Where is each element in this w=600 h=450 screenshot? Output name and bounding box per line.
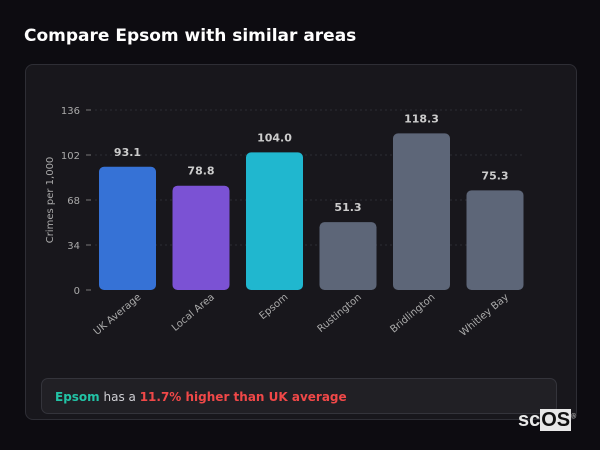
y-tick-label: 102	[61, 151, 80, 162]
bar-uk-average[interactable]	[99, 166, 156, 290]
bar-bridlington[interactable]	[393, 133, 450, 290]
x-tick-label: UK Average	[92, 292, 144, 338]
x-tick-label: Local Area	[170, 292, 217, 334]
comparison-summary: Epsom has a 11.7% higher than UK average	[41, 378, 557, 414]
summary-text: has a	[99, 390, 140, 404]
x-tick-label: Epsom	[258, 292, 291, 322]
y-tick-label: 68	[67, 196, 80, 207]
y-tick-label: 34	[67, 241, 80, 252]
bar-epsom[interactable]	[246, 152, 303, 290]
page-title: Compare Epsom with similar areas	[24, 26, 357, 46]
data-label: 75.3	[481, 169, 508, 182]
scos-logo: scOS®	[518, 409, 577, 431]
x-tick-label: Bridlington	[388, 292, 437, 336]
bar-rustington[interactable]	[319, 222, 377, 290]
y-axis-label: Crimes per 1,000	[45, 157, 56, 244]
bar-local-area[interactable]	[172, 185, 230, 290]
data-label: 104.0	[257, 131, 292, 144]
comparison-value: 11.7% higher than UK average	[139, 390, 347, 404]
y-tick-label: 136	[61, 106, 80, 117]
bar-whitley-bay[interactable]	[466, 190, 524, 290]
x-tick-label: Rustington	[316, 292, 364, 335]
data-label: 78.8	[187, 165, 214, 178]
area-name: Epsom	[55, 390, 100, 404]
data-label: 118.3	[404, 112, 439, 125]
data-label: 51.3	[334, 201, 361, 214]
data-label: 93.1	[114, 146, 141, 159]
x-tick-label: Whitley Bay	[458, 292, 511, 339]
y-tick-label: 0	[74, 286, 80, 297]
